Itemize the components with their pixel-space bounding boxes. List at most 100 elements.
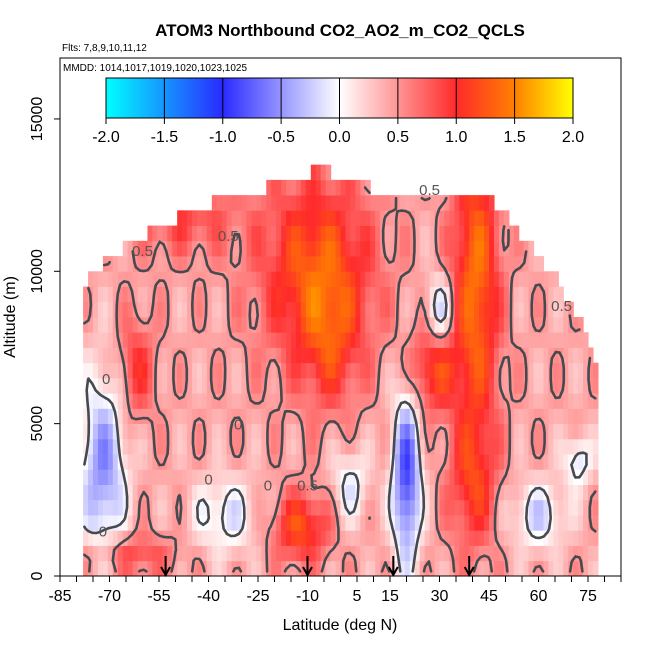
heatmap-cell (493, 423, 500, 440)
heatmap-cell (295, 484, 302, 501)
heatmap-cell (256, 438, 262, 455)
x-tick-label: 30 (431, 588, 449, 605)
heatmap-cell (167, 438, 173, 455)
heatmap-cell (419, 423, 426, 440)
heatmap-cell (167, 362, 173, 379)
heatmap-cell (325, 499, 332, 516)
heatmap-cell (231, 240, 238, 257)
heatmap-cell (568, 469, 574, 485)
heatmap-cell (365, 545, 371, 562)
heatmap-cell (137, 560, 144, 576)
heatmap-cell (305, 362, 312, 379)
heatmap-cell (122, 271, 129, 287)
heatmap-cell (429, 332, 436, 348)
colorbar-tick-label: -1.5 (151, 129, 179, 146)
heatmap-cell (246, 423, 252, 440)
heatmap-cell (484, 515, 490, 531)
heatmap-cell (117, 423, 124, 440)
heatmap-cell (538, 515, 545, 531)
heatmap-cell (424, 454, 431, 470)
heatmap-cell (553, 362, 559, 379)
heatmap-cell (578, 423, 584, 440)
heatmap-cell (122, 515, 129, 531)
heatmap-cell (286, 240, 292, 257)
heatmap-cell (172, 454, 178, 470)
heatmap-cell (206, 240, 213, 257)
heatmap-cell (355, 347, 361, 364)
heatmap-cell (493, 332, 500, 348)
heatmap-cell (162, 332, 168, 348)
heatmap-cell (305, 256, 312, 272)
heatmap-cell (563, 362, 569, 379)
heatmap-cell (88, 438, 94, 455)
heatmap-cell (236, 545, 243, 562)
heatmap-cell (88, 530, 94, 546)
heatmap-cell (192, 225, 198, 242)
heatmap-cell (503, 377, 510, 394)
heatmap-cell (330, 454, 337, 470)
heatmap-cell (206, 408, 213, 425)
heatmap-cell (508, 408, 515, 425)
heatmap-cell (404, 499, 411, 516)
x-tick-label: -85 (48, 588, 71, 605)
heatmap-cell (286, 438, 292, 455)
heatmap-cell (226, 408, 233, 425)
heatmap-cell (325, 301, 332, 318)
heatmap-cell (221, 271, 228, 287)
heatmap-cell (320, 499, 327, 516)
heatmap-cell (97, 301, 104, 318)
heatmap-cell (177, 454, 183, 470)
heatmap-cell (380, 332, 386, 348)
heatmap-cell (142, 393, 149, 409)
heatmap-cell (157, 484, 163, 501)
heatmap-cell (221, 530, 228, 546)
heatmap-cell (568, 515, 574, 531)
heatmap-cell (503, 423, 510, 440)
heatmap-cell (360, 362, 366, 379)
heatmap-cell (236, 271, 243, 287)
heatmap-cell (320, 210, 327, 226)
heatmap-cell (380, 286, 386, 303)
contour-label: 0 (264, 478, 272, 495)
heatmap-cell (513, 332, 520, 348)
heatmap-cell (449, 256, 455, 272)
heatmap-cell (152, 423, 158, 440)
heatmap-cell (122, 317, 129, 333)
heatmap-cell (221, 408, 228, 425)
heatmap-cell (271, 210, 277, 226)
heatmap-cell (157, 560, 163, 576)
heatmap-cell (325, 438, 332, 455)
heatmap-cell (226, 515, 233, 531)
heatmap-cell (489, 210, 495, 226)
heatmap-cell (513, 271, 520, 287)
heatmap-cell (286, 377, 292, 394)
heatmap-cell (281, 454, 287, 470)
heatmap-cell (424, 530, 431, 546)
heatmap-cell (320, 438, 327, 455)
heatmap-cell (380, 469, 386, 485)
heatmap-cell (295, 271, 302, 287)
heatmap-cell (187, 530, 193, 546)
heatmap-cell (295, 286, 302, 303)
heatmap-cell (578, 530, 584, 546)
heatmap-cell (360, 347, 366, 364)
heatmap-cell (305, 560, 312, 576)
heatmap-cell (196, 484, 203, 501)
heatmap-cell (117, 377, 124, 394)
heatmap-cell (370, 286, 376, 303)
heatmap-cell (479, 210, 485, 226)
heatmap-cell (523, 256, 530, 272)
heatmap-cell (350, 317, 356, 333)
heatmap-cell (315, 438, 322, 455)
heatmap-cell (187, 515, 193, 531)
heatmap-cell (592, 454, 599, 470)
heatmap-cell (399, 469, 406, 485)
heatmap-cell (355, 499, 361, 516)
chart-title: ATOM3 Northbound CO2_AO2_m_CO2_QCLS (155, 21, 525, 40)
heatmap-cell (414, 454, 421, 470)
heatmap-cell (246, 347, 252, 364)
heatmap-cell (325, 560, 332, 576)
heatmap-cell (479, 469, 485, 485)
heatmap-cell (558, 545, 564, 562)
heatmap-cell (513, 256, 520, 272)
